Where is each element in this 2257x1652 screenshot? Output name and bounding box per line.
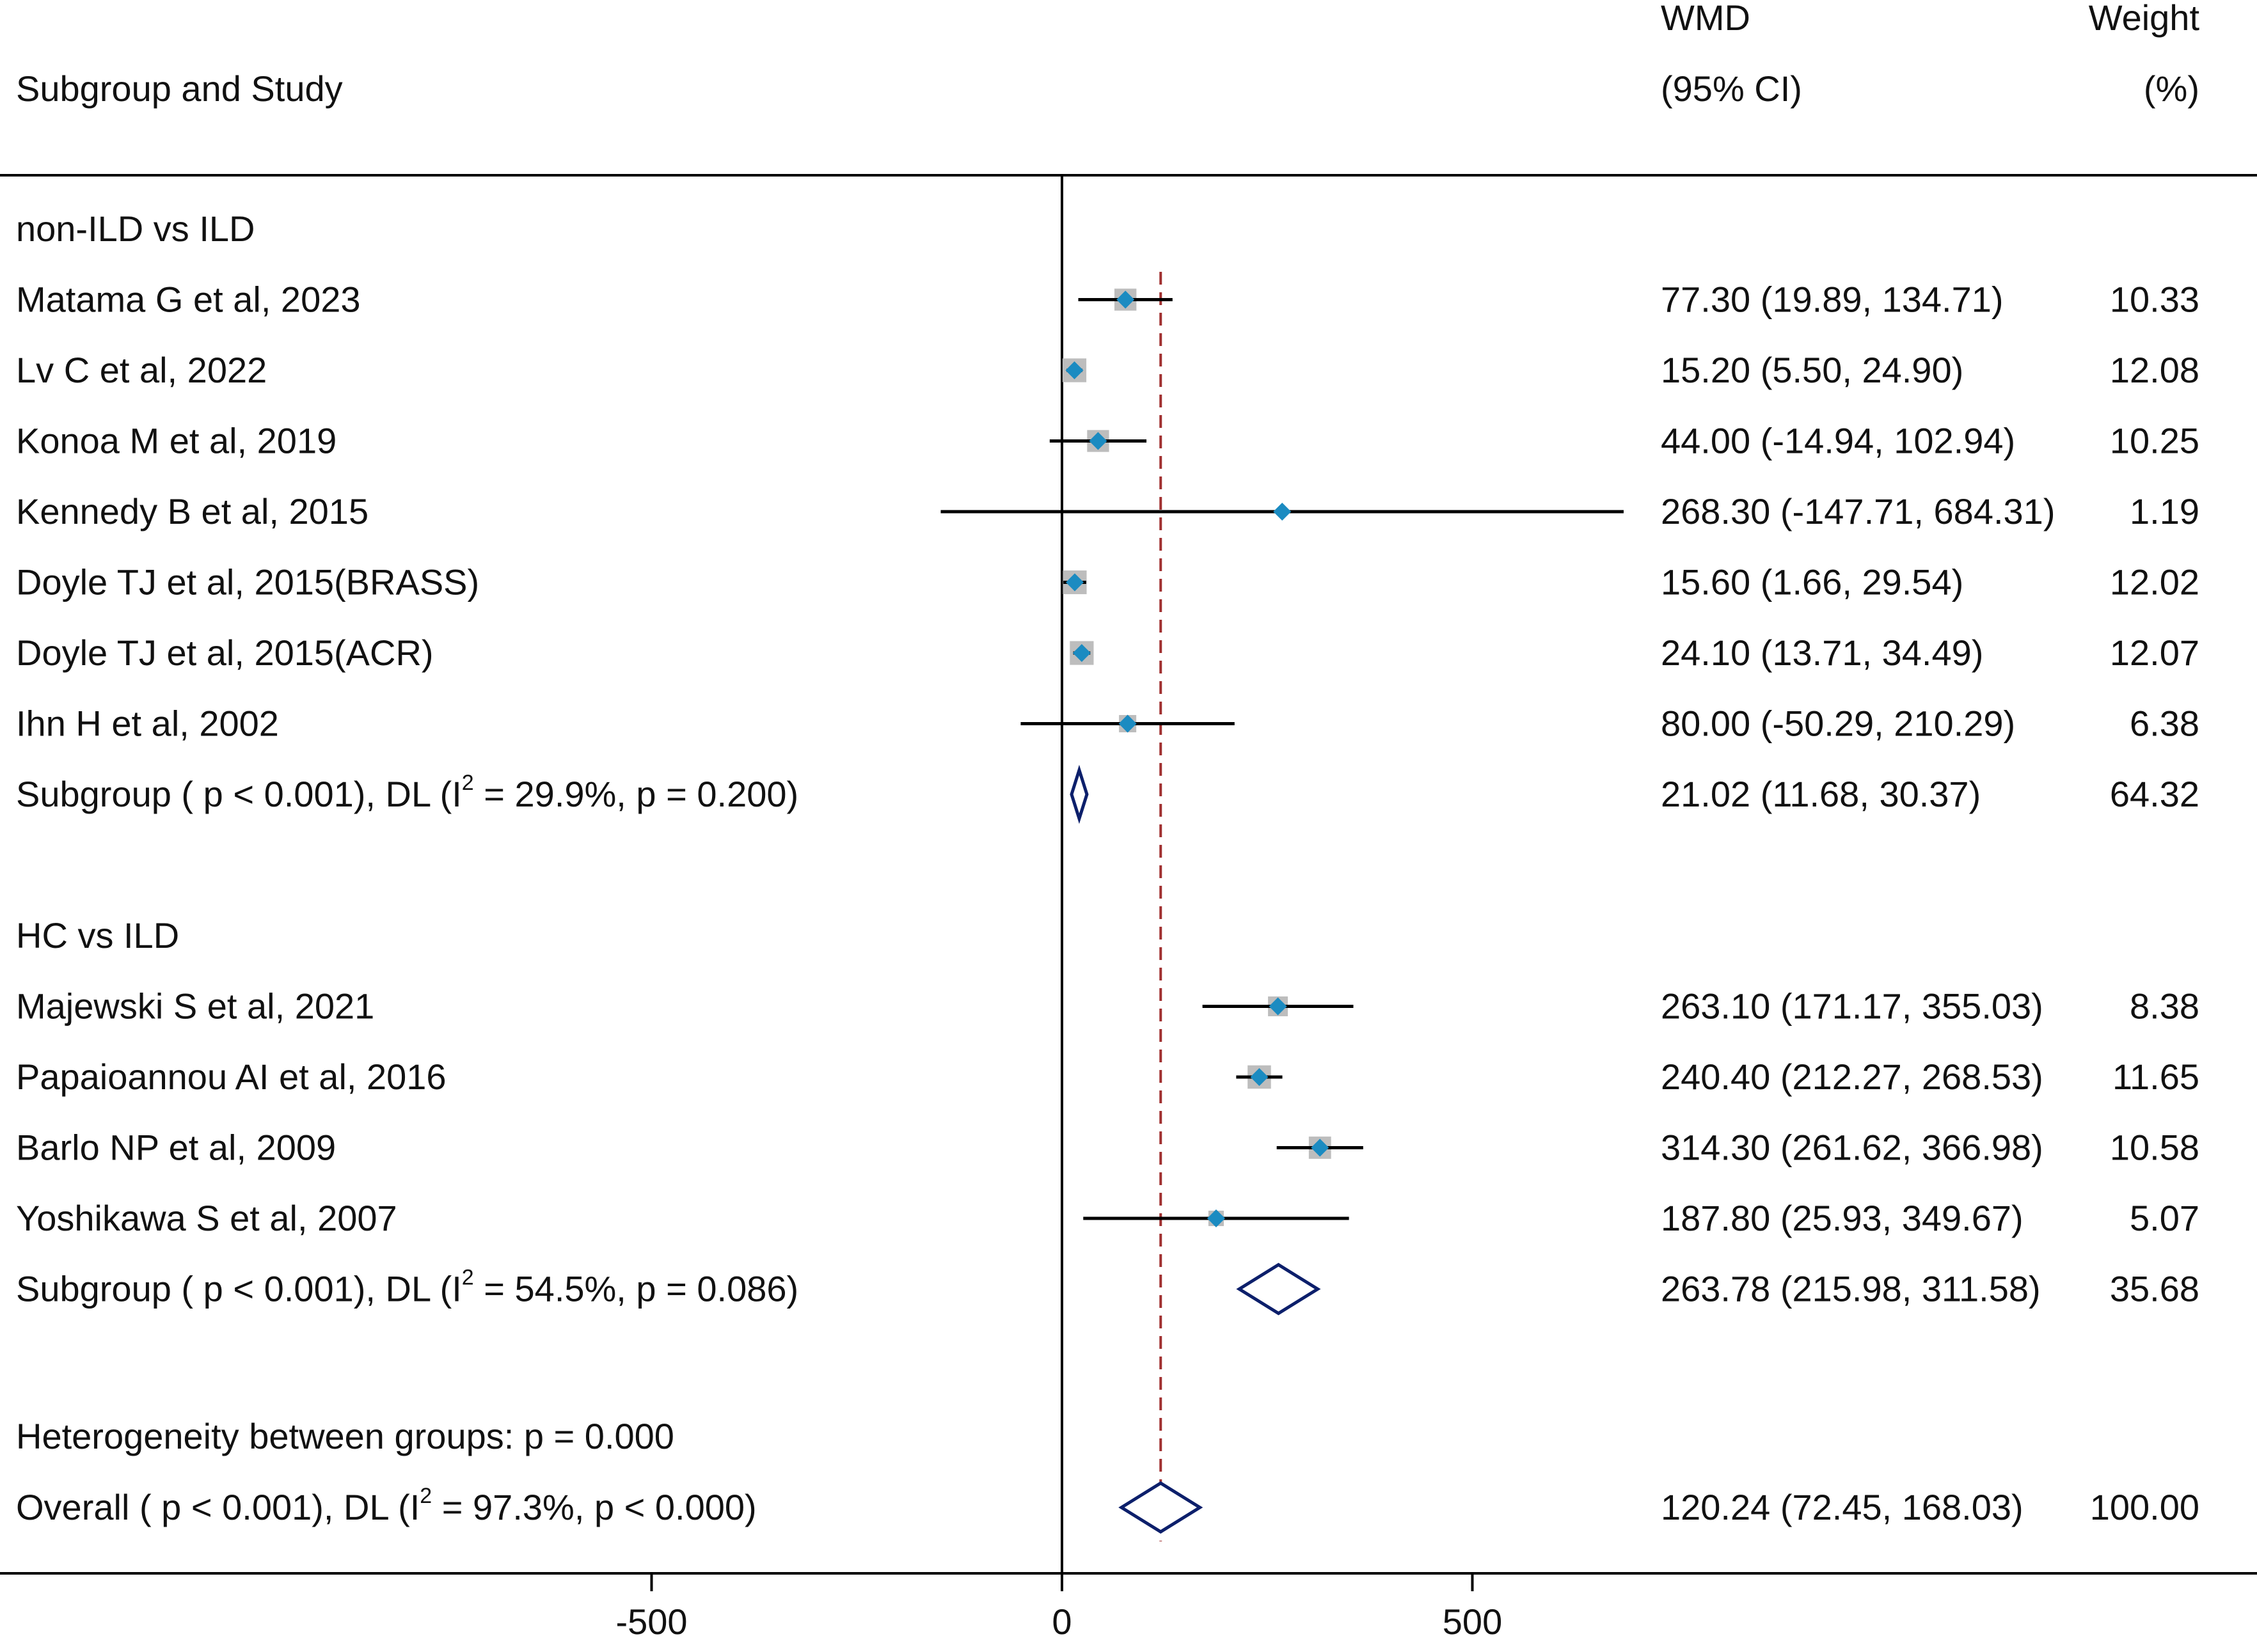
- study-weight: 10.58: [2110, 1128, 2199, 1168]
- study-ci: 80.00 (-50.29, 210.29): [1661, 704, 2015, 744]
- point-estimate: [1269, 997, 1287, 1016]
- point-estimate: [1072, 644, 1091, 662]
- point-estimate: [1311, 1138, 1329, 1157]
- header-study: Subgroup and Study: [16, 68, 343, 109]
- point-estimate: [1089, 432, 1107, 450]
- study-label: Matama G et al, 2023: [16, 279, 361, 320]
- point-estimate: [1273, 503, 1292, 521]
- overall-weight: 100.00: [2090, 1487, 2199, 1527]
- study-label: Majewski S et al, 2021: [16, 986, 374, 1027]
- study-label: Papaioannou AI et al, 2016: [16, 1057, 447, 1097]
- study-weight: 1.19: [2130, 491, 2199, 531]
- overall-ci: 120.24 (72.45, 168.03): [1661, 1487, 2023, 1527]
- header-wmd-ci: (95% CI): [1661, 68, 1802, 109]
- study-weight: 5.07: [2130, 1198, 2199, 1238]
- subgroup-diamond: [1070, 764, 1089, 824]
- study-ci: 44.00 (-14.94, 102.94): [1661, 421, 2015, 461]
- study-ci: 187.80 (25.93, 349.67): [1661, 1198, 2023, 1238]
- study-label: Yoshikawa S et al, 2007: [16, 1198, 397, 1238]
- study-label: Doyle TJ et al, 2015(ACR): [16, 633, 434, 673]
- subgroup-weight: 35.68: [2110, 1269, 2199, 1309]
- point-estimate: [1118, 714, 1137, 733]
- header-weight: Weight: [2089, 0, 2200, 38]
- study-weight: 11.65: [2112, 1057, 2199, 1097]
- study-weight: 12.02: [2110, 562, 2199, 602]
- header-weight-unit: (%): [2144, 68, 2199, 109]
- study-ci: 314.30 (261.62, 366.98): [1661, 1128, 2043, 1168]
- subgroup-ci: 21.02 (11.68, 30.37): [1661, 774, 1981, 814]
- study-label: Kennedy B et al, 2015: [16, 491, 368, 531]
- overall-diamond: [1118, 1481, 1203, 1534]
- study-label: Doyle TJ et al, 2015(BRASS): [16, 562, 479, 602]
- study-label: Ihn H et al, 2002: [16, 704, 279, 744]
- study-weight: 10.33: [2110, 279, 2199, 320]
- point-estimate: [1065, 361, 1084, 379]
- study-weight: 6.38: [2130, 704, 2199, 744]
- subgroup-label: Subgroup ( p < 0.001), DL (I2 = 29.9%, p…: [16, 771, 798, 814]
- subgroup-diamond: [1236, 1263, 1321, 1316]
- study-ci: 15.60 (1.66, 29.54): [1661, 562, 1963, 602]
- study-label: Lv C et al, 2022: [16, 350, 267, 390]
- study-ci: 240.40 (212.27, 268.53): [1661, 1057, 2043, 1097]
- study-weight: 12.07: [2110, 633, 2199, 673]
- study-ci: 268.30 (-147.71, 684.31): [1661, 491, 2055, 531]
- heterogeneity-note: Heterogeneity between groups: p = 0.000: [16, 1416, 674, 1456]
- subgroup-ci: 263.78 (215.98, 311.58): [1661, 1269, 2041, 1309]
- group-title: non-ILD vs ILD: [16, 208, 255, 249]
- subgroup-weight: 64.32: [2110, 774, 2199, 814]
- study-ci: 77.30 (19.89, 134.71): [1661, 279, 2004, 320]
- point-estimate: [1207, 1209, 1225, 1227]
- x-tick-label: 0: [1052, 1601, 1072, 1642]
- point-estimate: [1116, 290, 1135, 309]
- study-ci: 263.10 (171.17, 355.03): [1661, 986, 2043, 1027]
- subgroup-label: Subgroup ( p < 0.001), DL (I2 = 54.5%, p…: [16, 1266, 798, 1309]
- point-estimate: [1066, 573, 1084, 592]
- study-weight: 12.08: [2110, 350, 2199, 390]
- x-tick-label: -500: [615, 1601, 687, 1642]
- study-label: Konoa M et al, 2019: [16, 421, 337, 461]
- study-ci: 15.20 (5.50, 24.90): [1661, 350, 1963, 390]
- study-weight: 10.25: [2110, 421, 2199, 461]
- group-title: HC vs ILD: [16, 915, 179, 956]
- x-tick-label: 500: [1443, 1601, 1502, 1642]
- study-weight: 8.38: [2130, 986, 2199, 1027]
- study-label: Barlo NP et al, 2009: [16, 1128, 336, 1168]
- header-wmd: WMD: [1661, 0, 1750, 38]
- point-estimate: [1250, 1068, 1269, 1086]
- overall-label: Overall ( p < 0.001), DL (I2 = 97.3%, p …: [16, 1484, 757, 1527]
- study-ci: 24.10 (13.71, 34.49): [1661, 633, 1983, 673]
